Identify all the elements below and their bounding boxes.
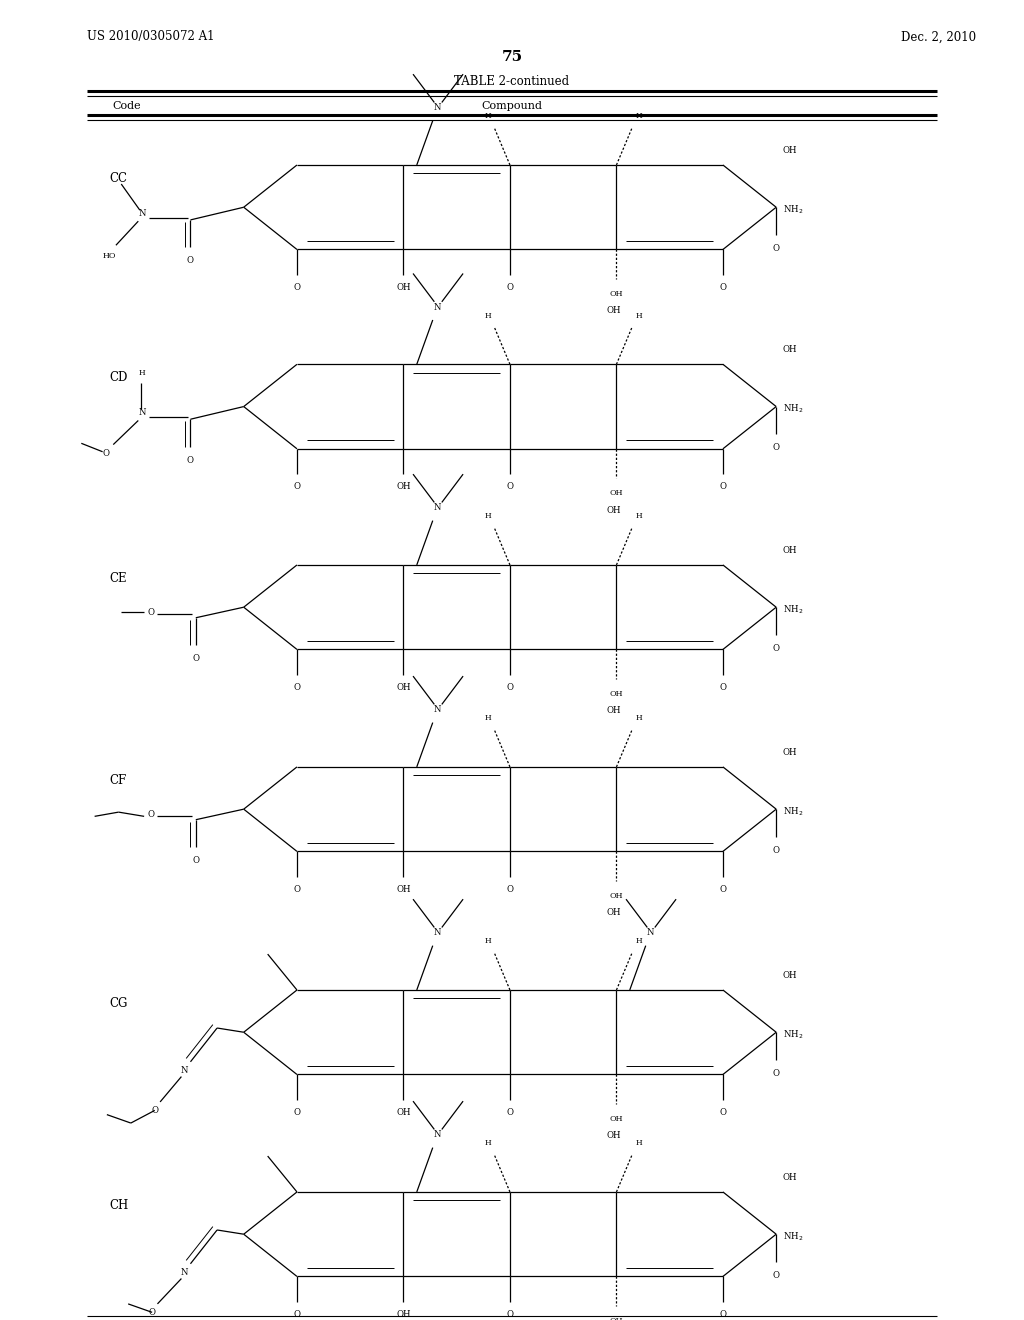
Text: OH: OH bbox=[782, 145, 797, 154]
Text: O: O bbox=[187, 256, 194, 265]
Text: H: H bbox=[484, 112, 490, 120]
Text: O: O bbox=[193, 857, 200, 865]
Text: OH: OH bbox=[609, 1115, 624, 1123]
Text: O: O bbox=[720, 482, 726, 491]
Text: O: O bbox=[773, 644, 779, 653]
Text: CG: CG bbox=[110, 997, 128, 1010]
Text: O: O bbox=[773, 846, 779, 855]
Text: CH: CH bbox=[110, 1199, 129, 1212]
Text: O: O bbox=[294, 682, 300, 692]
Text: O: O bbox=[507, 1309, 513, 1319]
Text: OH: OH bbox=[609, 490, 624, 498]
Text: H: H bbox=[484, 937, 490, 945]
Text: OH: OH bbox=[396, 282, 411, 292]
Text: NH$_2$: NH$_2$ bbox=[782, 403, 803, 414]
Text: O: O bbox=[720, 282, 726, 292]
Text: N: N bbox=[180, 1065, 187, 1074]
Text: O: O bbox=[773, 444, 779, 453]
Text: OH: OH bbox=[606, 706, 621, 715]
Text: O: O bbox=[294, 1107, 300, 1117]
Text: H: H bbox=[484, 312, 490, 319]
Text: Compound: Compound bbox=[481, 100, 543, 111]
Text: O: O bbox=[147, 607, 154, 616]
Text: O: O bbox=[294, 282, 300, 292]
Text: O: O bbox=[193, 655, 200, 663]
Text: H: H bbox=[138, 368, 144, 376]
Text: OH: OH bbox=[606, 306, 621, 315]
Text: OH: OH bbox=[782, 747, 797, 756]
Text: N: N bbox=[139, 408, 146, 417]
Text: CF: CF bbox=[110, 774, 127, 787]
Text: 75: 75 bbox=[502, 50, 522, 63]
Text: CD: CD bbox=[110, 371, 128, 384]
Text: O: O bbox=[507, 282, 513, 292]
Text: N: N bbox=[647, 928, 654, 937]
Text: H: H bbox=[484, 714, 490, 722]
Text: H: H bbox=[636, 312, 642, 319]
Text: CC: CC bbox=[110, 172, 128, 185]
Text: NH$_2$: NH$_2$ bbox=[782, 1230, 803, 1242]
Text: O: O bbox=[147, 809, 154, 818]
Text: N: N bbox=[434, 503, 441, 512]
Text: NH$_2$: NH$_2$ bbox=[782, 203, 803, 215]
Text: N: N bbox=[139, 209, 146, 218]
Text: N: N bbox=[434, 705, 441, 714]
Text: N: N bbox=[434, 103, 441, 112]
Text: O: O bbox=[294, 1309, 300, 1319]
Text: OH: OH bbox=[606, 908, 621, 917]
Text: H: H bbox=[484, 512, 490, 520]
Text: OH: OH bbox=[782, 970, 797, 979]
Text: O: O bbox=[507, 884, 513, 894]
Text: H: H bbox=[636, 937, 642, 945]
Text: OH: OH bbox=[396, 682, 411, 692]
Text: OH: OH bbox=[782, 1172, 797, 1181]
Text: N: N bbox=[180, 1267, 187, 1276]
Text: NH$_2$: NH$_2$ bbox=[782, 1028, 803, 1040]
Text: O: O bbox=[507, 482, 513, 491]
Text: O: O bbox=[720, 682, 726, 692]
Text: H: H bbox=[484, 1139, 490, 1147]
Text: OH: OH bbox=[609, 1317, 624, 1320]
Text: O: O bbox=[148, 1308, 156, 1317]
Text: O: O bbox=[720, 884, 726, 894]
Text: OH: OH bbox=[609, 290, 624, 298]
Text: O: O bbox=[773, 1069, 779, 1078]
Text: OH: OH bbox=[609, 892, 624, 900]
Text: H: H bbox=[636, 112, 642, 120]
Text: NH$_2$: NH$_2$ bbox=[782, 603, 803, 615]
Text: O: O bbox=[187, 455, 194, 465]
Text: OH: OH bbox=[606, 506, 621, 515]
Text: O: O bbox=[720, 1107, 726, 1117]
Text: N: N bbox=[434, 1130, 441, 1139]
Text: OH: OH bbox=[396, 482, 411, 491]
Text: OH: OH bbox=[609, 690, 624, 698]
Text: O: O bbox=[773, 1271, 779, 1280]
Text: NH$_2$: NH$_2$ bbox=[782, 805, 803, 817]
Text: OH: OH bbox=[782, 345, 797, 354]
Text: OH: OH bbox=[606, 1131, 621, 1140]
Text: O: O bbox=[507, 1107, 513, 1117]
Text: OH: OH bbox=[396, 1107, 411, 1117]
Text: Dec. 2, 2010: Dec. 2, 2010 bbox=[901, 30, 976, 44]
Text: H: H bbox=[636, 1139, 642, 1147]
Text: O: O bbox=[773, 244, 779, 253]
Text: H: H bbox=[636, 714, 642, 722]
Text: O: O bbox=[294, 884, 300, 894]
Text: OH: OH bbox=[396, 1309, 411, 1319]
Text: O: O bbox=[720, 1309, 726, 1319]
Text: OH: OH bbox=[396, 884, 411, 894]
Text: OH: OH bbox=[782, 545, 797, 554]
Text: CE: CE bbox=[110, 572, 127, 585]
Text: US 2010/0305072 A1: US 2010/0305072 A1 bbox=[87, 30, 215, 44]
Text: O: O bbox=[152, 1106, 159, 1115]
Text: N: N bbox=[434, 302, 441, 312]
Text: TABLE 2-continued: TABLE 2-continued bbox=[455, 75, 569, 88]
Text: HO: HO bbox=[102, 252, 117, 260]
Text: O: O bbox=[507, 682, 513, 692]
Text: N: N bbox=[434, 928, 441, 937]
Text: O: O bbox=[294, 482, 300, 491]
Text: O: O bbox=[102, 449, 110, 458]
Text: Code: Code bbox=[113, 100, 141, 111]
Text: H: H bbox=[636, 512, 642, 520]
